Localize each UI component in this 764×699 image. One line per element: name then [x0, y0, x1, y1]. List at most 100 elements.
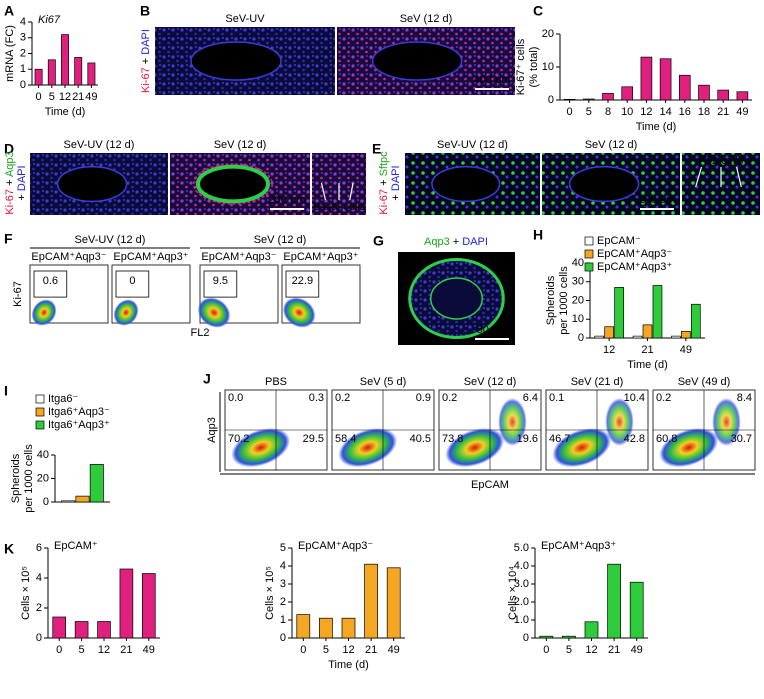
- y-axis-label: Ki-67⁺ cells: [515, 38, 527, 95]
- stain-part: +: [4, 177, 16, 189]
- x-tick-label: 18: [698, 106, 710, 118]
- plot-title: SeV (12 d): [464, 376, 517, 388]
- pane-title: SeV (12 d): [214, 139, 267, 151]
- quadrant-value: 0.1: [549, 392, 564, 404]
- x-tick-label: 21: [641, 344, 653, 356]
- x-tick-label: 0: [567, 106, 573, 118]
- quadrant-value: 19.6: [517, 433, 538, 445]
- panel-label: K: [4, 541, 14, 557]
- bar: [717, 89, 730, 101]
- stain-label: + DAPI: [16, 165, 28, 200]
- x-tick-label: 12: [640, 106, 652, 118]
- x-tick-label: 10: [621, 106, 633, 118]
- arrow: [320, 182, 327, 201]
- quadrant-value: 58.4: [335, 433, 356, 445]
- bar: [74, 621, 89, 639]
- scale-bar-label: 200 μm: [639, 194, 676, 206]
- x-tick-label: 0: [56, 644, 62, 656]
- x-tick-label: 49: [631, 644, 643, 656]
- plot-title: SeV (49 d): [678, 376, 731, 388]
- y-axis-label: Spheroids: [10, 453, 22, 503]
- quadrant-value: 30.7: [731, 433, 752, 445]
- arrow: [736, 166, 742, 188]
- pane-title: SeV-UV (12 d): [64, 139, 135, 151]
- gate: [33, 270, 68, 298]
- y-tick-label: 6: [36, 542, 42, 554]
- y-tick-label: 2: [36, 602, 42, 614]
- quadrant-value: 40.5: [410, 433, 431, 445]
- stain-part: DAPI: [390, 165, 402, 191]
- y-tick-label: 20: [542, 28, 554, 40]
- stain-label: Ki-67 + Sftpc: [378, 151, 390, 215]
- flow-cloud: [712, 398, 741, 446]
- bar: [562, 635, 576, 639]
- stain-part: Ki-67: [4, 189, 16, 215]
- y-axis-label: Cells × 10⁵: [264, 566, 276, 620]
- legend-label: EpCAM⁺Aqp3⁺: [597, 261, 672, 273]
- group-title: SeV (12 d): [254, 234, 307, 246]
- y-tick-label: 10: [542, 61, 554, 73]
- legend-label: Itga6⁺Aqp3⁻: [48, 406, 110, 418]
- legend-label: EpCAM⁻: [597, 235, 641, 247]
- bar: [652, 285, 663, 339]
- quadrant-value: 8.4: [737, 392, 752, 404]
- bar: [319, 617, 333, 639]
- bar: [629, 581, 644, 639]
- quadrant-value: 10.4: [624, 392, 645, 404]
- stain-part: Aqp3: [4, 151, 16, 177]
- x-tick-label: 16: [679, 106, 691, 118]
- quadrant-value: 0.3: [309, 392, 324, 404]
- bar: [671, 335, 681, 339]
- x-tick-label: 21: [365, 644, 377, 656]
- chart-title: EpCAM⁺Aqp3⁻: [298, 540, 373, 552]
- airway-lumen: [190, 41, 282, 81]
- bar: [690, 303, 701, 339]
- bar: [34, 68, 43, 86]
- y-tick-label: 0: [548, 94, 554, 106]
- legend-swatch: [584, 236, 594, 246]
- y-tick-label: 5: [280, 542, 286, 554]
- y-tick-label: 3.0: [514, 578, 529, 590]
- legend-swatch: [584, 249, 594, 259]
- gate: [285, 270, 320, 298]
- spheroid-lumen: [430, 277, 483, 320]
- y-tick-label: 20: [37, 472, 49, 484]
- plot-title: EpCAM⁺Aqp3⁻: [31, 251, 106, 263]
- x-tick-label: 21: [717, 106, 729, 118]
- panel-label: D: [4, 141, 14, 157]
- y-axis-label: (% total): [528, 47, 540, 88]
- quadrant-value: 60.8: [656, 433, 677, 445]
- y-axis-label: Ki-67: [12, 281, 24, 307]
- stain-part: Ki-67: [140, 67, 152, 93]
- pane-title: SeV-UV (12 d): [437, 139, 508, 151]
- panel-label: E: [372, 141, 381, 157]
- stain-part: +: [16, 191, 28, 200]
- y-tick-label: 4: [20, 16, 26, 28]
- legend-label: Itga6⁻: [48, 393, 78, 405]
- bar: [142, 573, 156, 639]
- stain-part: Aqp3: [424, 236, 450, 248]
- y-tick-label: 2: [280, 596, 286, 608]
- stain-part: DAPI: [140, 29, 152, 55]
- y-tick-label: 1: [280, 614, 286, 626]
- x-tick-label: 21: [72, 91, 84, 103]
- bar: [563, 98, 576, 101]
- x-tick-label: 21: [608, 644, 620, 656]
- x-axis-label: Time (d): [328, 659, 369, 671]
- y-axis-label: Cells × 10⁵: [20, 566, 32, 620]
- x-tick-label: 5: [79, 644, 85, 656]
- stain-part: Sftpc: [378, 151, 390, 177]
- gate: [203, 270, 238, 298]
- x-tick-label: 49: [388, 644, 400, 656]
- scale-bar-label: 50 μm: [477, 324, 508, 336]
- bar: [75, 495, 90, 503]
- flow-cloud: [445, 428, 505, 468]
- scale-bar-label: 400 μm: [474, 74, 511, 86]
- plot-title: EpCAM⁺Aqp3⁺: [283, 251, 358, 263]
- bar: [341, 617, 356, 639]
- flow-cloud: [197, 297, 231, 328]
- bar: [61, 34, 69, 86]
- bar: [386, 567, 401, 639]
- y-axis-label: Spheroids: [545, 275, 557, 325]
- airway-lumen: [568, 165, 640, 203]
